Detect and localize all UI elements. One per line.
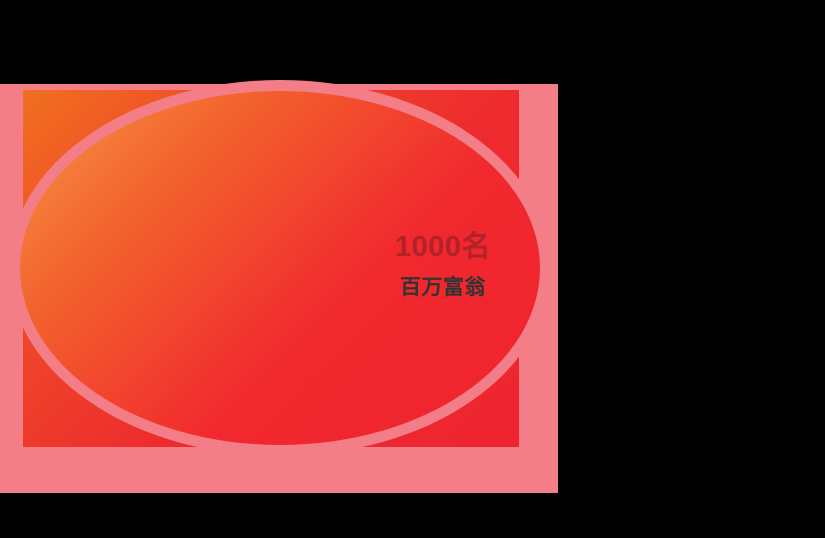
winner-count-text: 1000名 bbox=[394, 231, 491, 263]
banner-gradient-ellipse bbox=[9, 80, 551, 456]
millionaire-label: 百万富翁 bbox=[400, 276, 486, 299]
banner-text-block: 1000名 百万富翁 bbox=[343, 232, 543, 298]
